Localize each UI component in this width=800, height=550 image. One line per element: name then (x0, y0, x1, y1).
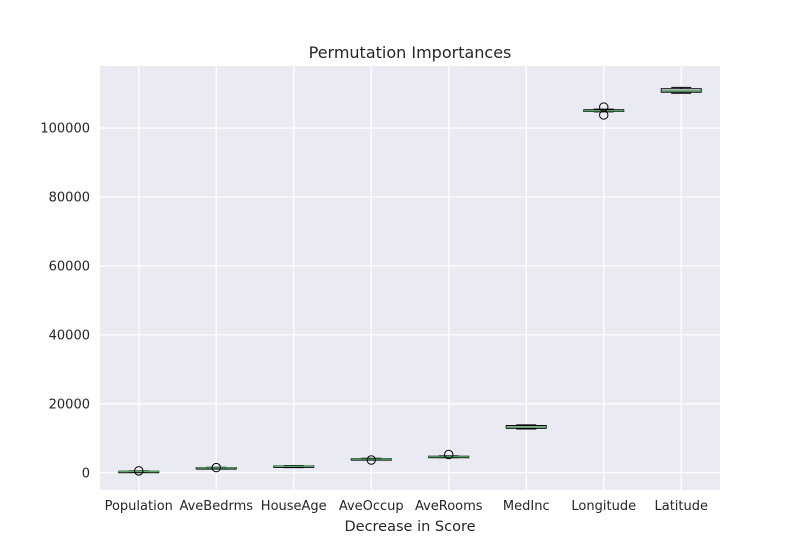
y-gridlines (100, 127, 720, 474)
y-tick-label: 60000 (49, 259, 90, 274)
x-tick-label: AveOccup (339, 499, 404, 514)
x-tick-label: AveBedrms (179, 499, 253, 514)
outlier-point (444, 449, 454, 460)
x-gridlines (138, 66, 682, 490)
x-tick-label: Latitude (654, 499, 708, 514)
x-tick-label: MedInc (503, 499, 550, 514)
outlier-point (134, 466, 144, 476)
y-tick-label: 40000 (49, 328, 90, 343)
x-axis-title: Decrease in Score (344, 519, 475, 535)
plot-area (100, 66, 720, 490)
x-tick-label: HouseAge (261, 499, 327, 514)
x-tick-label: Population (105, 499, 173, 514)
x-tick-labels: Population AveBedrms HouseAge AveOccup AveRo… (105, 499, 708, 514)
outlier-point (366, 455, 376, 465)
outlier-point (599, 102, 609, 112)
boxes-group (118, 86, 702, 476)
y-tick-labels: 0 20000 40000 60000 80000 100000 (40, 122, 90, 482)
outlier-point (211, 462, 221, 473)
chart-title: Permutation Importances (309, 43, 512, 62)
x-tick-label: Longitude (571, 499, 636, 514)
y-tick-label: 0 (82, 466, 90, 481)
y-tick-label: 80000 (49, 190, 90, 205)
x-tick-label: AveRooms (415, 499, 483, 514)
y-tick-label: 20000 (49, 397, 90, 412)
y-tick-label: 100000 (40, 122, 90, 137)
